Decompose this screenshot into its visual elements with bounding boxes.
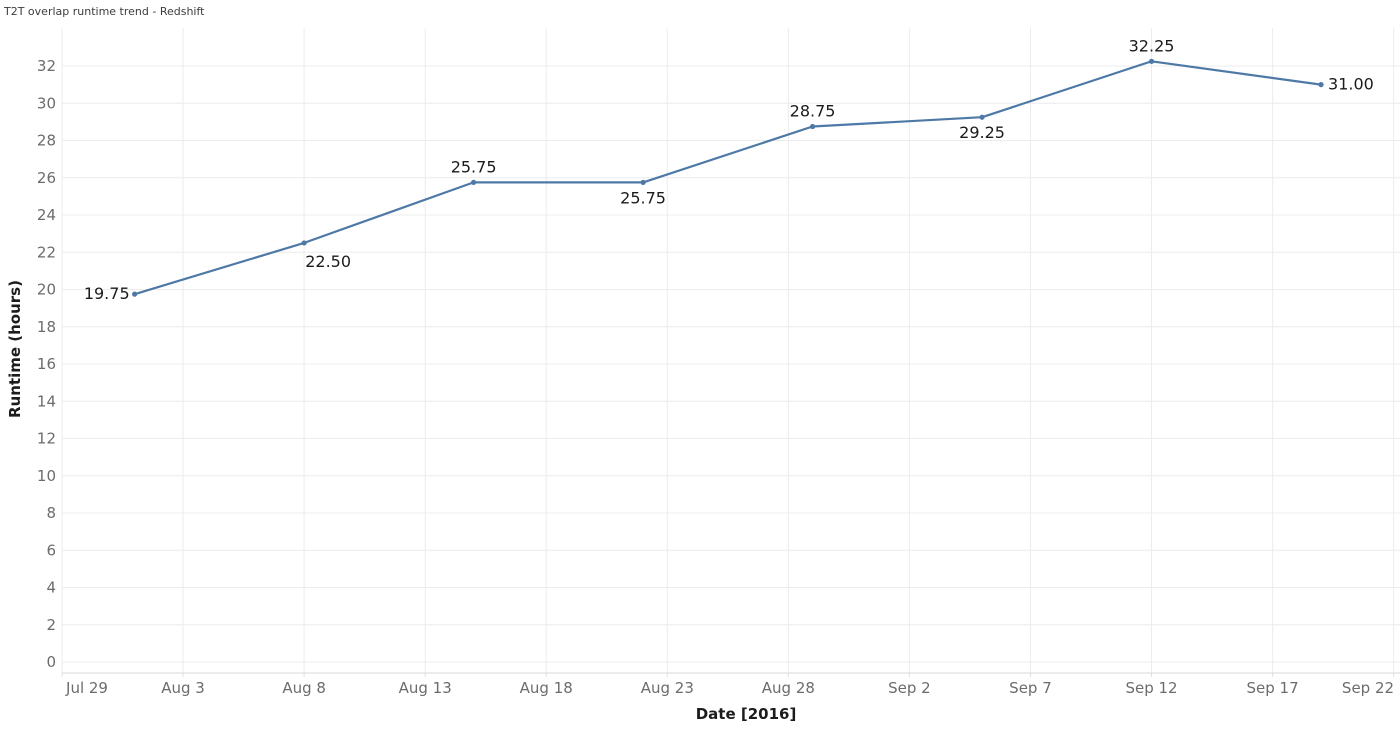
data-point-marker[interactable]	[132, 291, 138, 297]
x-tick-label: Sep 12	[1125, 679, 1177, 697]
data-point-marker[interactable]	[301, 240, 307, 246]
x-tick-label: Sep 22	[1342, 679, 1394, 697]
y-tick-label: 20	[37, 281, 56, 299]
data-point-label: 25.75	[620, 188, 666, 207]
data-point-label: 31.00	[1328, 75, 1374, 94]
data-point-marker[interactable]	[1148, 58, 1155, 64]
data-point-marker[interactable]	[640, 179, 646, 186]
data-point-marker[interactable]	[979, 114, 985, 120]
y-tick-label: 24	[37, 206, 56, 224]
x-tick-label: Jul 29	[65, 679, 108, 697]
chart-title: T2T overlap runtime trend - Redshift	[4, 5, 205, 18]
y-tick-label: 6	[46, 541, 56, 559]
x-tick-label: Aug 18	[520, 679, 573, 697]
y-tick-label: 32	[37, 57, 56, 75]
y-tick-label: 26	[37, 169, 56, 187]
data-point-label: 22.50	[305, 252, 351, 271]
y-tick-label: 2	[46, 616, 56, 634]
data-point-marker[interactable]	[809, 123, 816, 130]
y-tick-label: 8	[46, 504, 56, 522]
x-tick-label: Aug 23	[641, 679, 694, 697]
data-point-label: 29.25	[959, 123, 1005, 142]
y-tick-label: 0	[46, 653, 56, 671]
x-axis-title: Date [2016]	[695, 705, 797, 723]
data-point-label: 28.75	[790, 102, 836, 121]
x-tick-label: Aug 28	[762, 679, 815, 697]
y-tick-label: 30	[37, 94, 56, 112]
x-tick-label: Sep 2	[888, 679, 931, 697]
trend-line	[133, 60, 1323, 296]
data-point-label: 19.75	[84, 284, 130, 303]
y-tick-label: 16	[37, 355, 56, 373]
x-tick-label: Aug 8	[282, 679, 326, 697]
x-tick-label: Aug 3	[161, 679, 205, 697]
y-tick-label: 28	[37, 132, 56, 150]
y-tick-label: 14	[37, 392, 56, 410]
y-tick-label: 10	[37, 467, 56, 485]
y-tick-label: 18	[37, 318, 56, 336]
data-point-marker[interactable]	[471, 179, 477, 186]
data-point-marker[interactable]	[1318, 82, 1324, 88]
x-tick-label: Aug 13	[399, 679, 452, 697]
x-tick-label: Sep 7	[1009, 679, 1052, 697]
y-tick-label: 4	[46, 579, 56, 597]
data-point-label: 32.25	[1129, 36, 1175, 55]
x-tick-label: Sep 17	[1247, 679, 1299, 697]
data-point-label: 25.75	[451, 157, 497, 176]
y-axis-title: Runtime (hours)	[6, 280, 24, 418]
y-tick-label: 12	[37, 430, 56, 448]
y-tick-label: 22	[37, 243, 56, 261]
